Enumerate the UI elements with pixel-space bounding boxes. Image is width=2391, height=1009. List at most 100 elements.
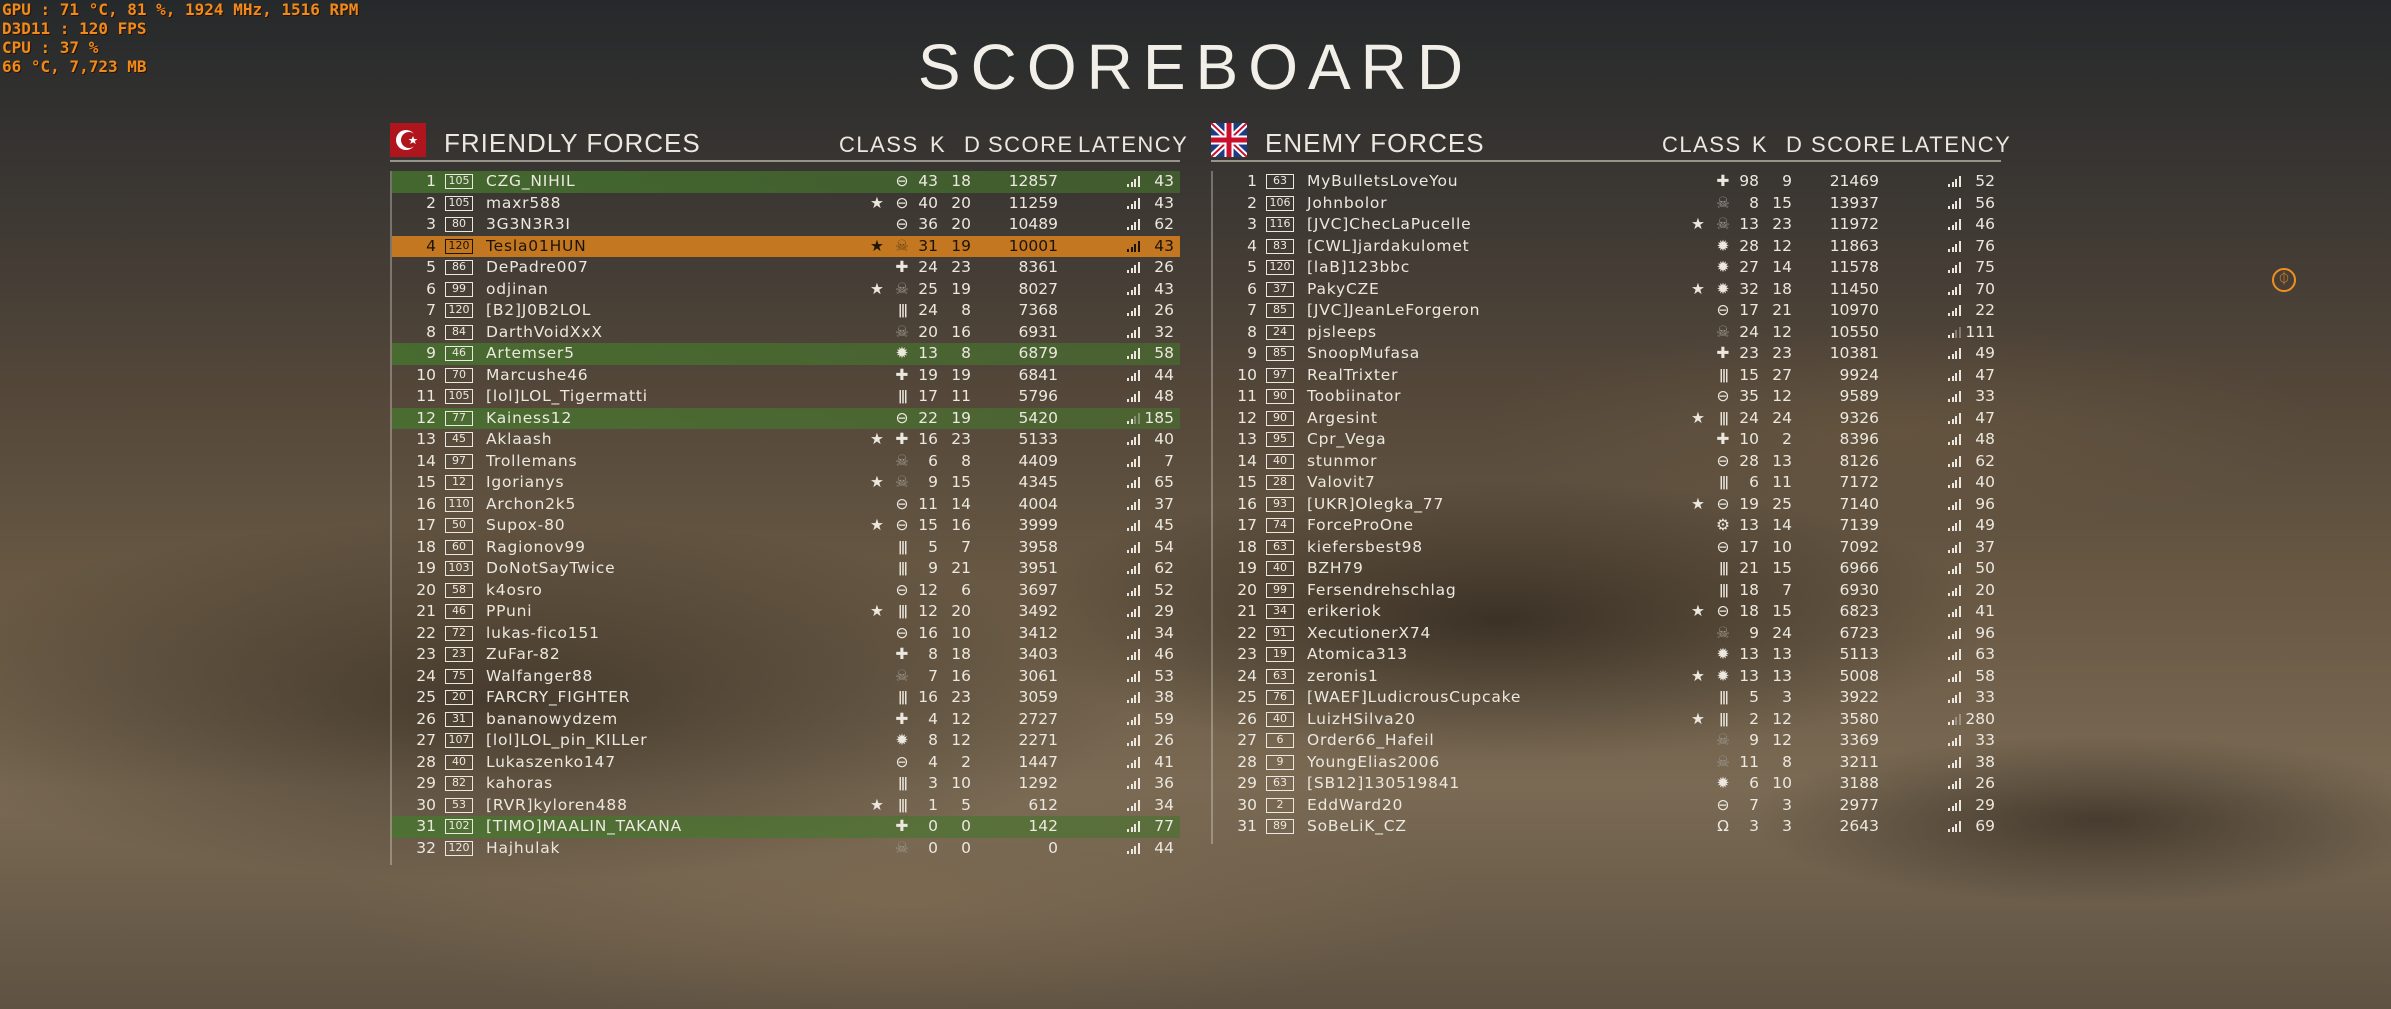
player-row[interactable]: 9 85 SnoopMufasa ✚ 23 23 10381 49 [1213, 343, 2001, 365]
player-name[interactable]: 3G3N3R3I [486, 215, 571, 233]
player-name[interactable]: PakyCZE [1307, 279, 1380, 298]
player-row[interactable]: 19 40 BZH79 ||| 21 15 6966 50 [1213, 558, 2001, 580]
column-score[interactable]: SCORE [988, 132, 1074, 157]
player-name[interactable]: DoNotSayTwice [486, 559, 616, 577]
player-name[interactable]: MyBulletsLoveYou [1307, 172, 1459, 190]
player-row[interactable]: 27 6 Order66_Hafeil ☠ 9 12 3369 33 [1213, 730, 2001, 752]
player-row[interactable]: 19 103 DoNotSayTwice ||| 9 21 3951 62 [392, 558, 1180, 580]
player-row[interactable]: 23 23 ZuFar-82 ✚ 8 18 3403 46 [392, 644, 1180, 666]
player-row[interactable]: 12 90 Argesint ★ ||| 24 24 9326 47 [1213, 408, 2001, 430]
player-row[interactable]: 10 70 Marcushe46 ✚ 19 19 6841 44 [392, 365, 1180, 387]
player-name[interactable]: [UKR]Olegka_77 [1307, 494, 1445, 513]
player-name[interactable]: BZH79 [1307, 559, 1364, 577]
player-row[interactable]: 3 116 [JVC]ChecLaPucelle ★ ☠ 13 23 11972 46 [1213, 214, 2001, 236]
player-row[interactable]: 5 86 DePadre007 ✚ 24 23 8361 26 [392, 257, 1180, 279]
column-class[interactable]: CLASS [839, 132, 919, 157]
player-name[interactable]: Archon2k5 [486, 494, 577, 513]
player-name[interactable]: SoBeLiK_CZ [1307, 817, 1407, 835]
player-row[interactable]: 28 40 Lukaszenko147 ⊖ 4 2 1447 41 [392, 752, 1180, 774]
player-name[interactable]: Marcushe46 [486, 365, 589, 384]
player-name[interactable]: odjinan [486, 279, 549, 298]
player-name[interactable]: Artemser5 [486, 344, 575, 362]
player-name[interactable]: LuizHSilva20 [1307, 709, 1416, 728]
player-name[interactable]: PPuni [486, 602, 533, 620]
player-name[interactable]: k4osro [486, 580, 543, 599]
player-name[interactable]: [CWL]jardakulomet [1307, 236, 1470, 255]
player-row[interactable]: 11 90 Toobiinator ⊖ 35 12 9589 33 [1213, 386, 2001, 408]
player-name[interactable]: [WAEF]LudicrousCupcake [1307, 688, 1522, 706]
player-row[interactable]: 3 80 3G3N3R3I ⊖ 36 20 10489 62 [392, 214, 1180, 236]
player-row[interactable]: 7 85 [JVC]JeanLeForgeron ⊖ 17 21 10970 22 [1213, 300, 2001, 322]
player-row[interactable]: 5 120 [laB]123bbc ✹ 27 14 11578 75 [1213, 257, 2001, 279]
player-row[interactable]: 28 9 YoungElias2006 ☠ 11 8 3211 38 [1213, 752, 2001, 774]
player-name[interactable]: EddWard20 [1307, 795, 1404, 814]
player-row[interactable]: 14 40 stunmor ⊖ 28 13 8126 62 [1213, 451, 2001, 473]
player-name[interactable]: kiefersbest98 [1307, 537, 1423, 556]
player-row[interactable]: 21 46 PPuni ★ ||| 12 20 3492 29 [392, 601, 1180, 623]
player-row[interactable]: 25 20 FARCRY_FIGHTER ||| 16 23 3059 38 [392, 687, 1180, 709]
player-row[interactable]: 27 107 [lol]LOL_pin_KILLer ✹ 8 12 2271 26 [392, 730, 1180, 752]
player-row[interactable]: 30 53 [RVR]kyloren488 ★ ||| 1 5 612 34 [392, 795, 1180, 817]
player-name[interactable]: Order66_Hafeil [1307, 731, 1435, 749]
player-row[interactable]: 18 63 kiefersbest98 ⊖ 17 10 7092 37 [1213, 537, 2001, 559]
player-name[interactable]: Aklaash [486, 430, 553, 448]
player-name[interactable]: erikeriok [1307, 602, 1382, 620]
player-row[interactable]: 17 74 ForceProOne ⚙ 13 14 7139 49 [1213, 515, 2001, 537]
player-name[interactable]: Atomica313 [1307, 645, 1408, 663]
column-kills[interactable]: K [1752, 132, 1769, 157]
player-row[interactable]: 29 63 [SB12]130519841 ✹ 6 10 3188 26 [1213, 773, 2001, 795]
player-name[interactable]: lukas-fico151 [486, 623, 600, 642]
player-row[interactable]: 32 120 Hajhulak ☠ 0 0 0 44 [392, 838, 1180, 860]
player-name[interactable]: [JVC]ChecLaPucelle [1307, 215, 1472, 233]
player-name[interactable]: Igorianys [486, 473, 565, 491]
player-name[interactable]: CZG_NIHIL [486, 172, 576, 190]
player-row[interactable]: 4 120 Tesla01HUN ★ ☠ 31 19 10001 43 [392, 235, 1180, 257]
player-row[interactable]: 24 75 Walfanger88 ☠ 7 16 3061 53 [392, 666, 1180, 688]
player-name[interactable]: zeronis1 [1307, 666, 1379, 685]
player-row[interactable]: 14 97 Trollemans ☠ 6 8 4409 7 [392, 451, 1180, 473]
player-name[interactable]: [lol]LOL_pin_KILLer [486, 731, 648, 749]
player-row[interactable]: 25 76 [WAEF]LudicrousCupcake ||| 5 3 3922 33 [1213, 687, 2001, 709]
player-row[interactable]: 26 40 LuizHSilva20 ★ ||| 2 12 3580 280 [1213, 709, 2001, 731]
player-name[interactable]: RealTrixter [1307, 365, 1399, 384]
player-name[interactable]: DarthVoidXxX [486, 322, 603, 341]
player-name[interactable]: [JVC]JeanLeForgeron [1307, 301, 1481, 319]
player-name[interactable]: YoungElias2006 [1307, 752, 1441, 771]
player-row[interactable]: 4 83 [CWL]jardakulomet ✹ 28 12 11863 76 [1213, 236, 2001, 258]
player-name[interactable]: ForceProOne [1307, 516, 1414, 534]
column-kills[interactable]: K [930, 132, 947, 157]
player-row[interactable]: 2 105 maxr588 ★ ⊖ 40 20 11259 43 [392, 193, 1180, 215]
player-name[interactable]: XecutionerX74 [1307, 623, 1432, 642]
player-row[interactable]: 15 12 Igorianys ★ ☠ 9 15 4345 65 [392, 472, 1180, 494]
player-row[interactable]: 22 72 lukas-fico151 ⊖ 16 10 3412 34 [392, 623, 1180, 645]
player-row[interactable]: 31 89 SoBeLiK_CZ Ω 3 3 2643 69 [1213, 816, 2001, 838]
player-row[interactable]: 13 45 Aklaash ★ ✚ 16 23 5133 40 [392, 429, 1180, 451]
player-name[interactable]: Kainess12 [486, 408, 573, 427]
player-row[interactable]: 16 110 Archon2k5 ⊖ 11 14 4004 37 [392, 494, 1180, 516]
player-row[interactable]: 24 63 zeronis1 ★ ✹ 13 13 5008 58 [1213, 666, 2001, 688]
player-row[interactable]: 20 99 Fersendrehschlag ||| 18 7 6930 20 [1213, 580, 2001, 602]
player-name[interactable]: Argesint [1307, 408, 1378, 427]
player-row[interactable]: 6 37 PakyCZE ★ ✹ 32 18 11450 70 [1213, 279, 2001, 301]
player-row[interactable]: 15 28 Valovit7 ||| 6 11 7172 40 [1213, 472, 2001, 494]
player-row[interactable]: 21 34 erikeriok ★ ⊖ 18 15 6823 41 [1213, 601, 2001, 623]
player-name[interactable]: SnoopMufasa [1307, 344, 1420, 362]
player-row[interactable]: 20 58 k4osro ⊖ 12 6 3697 52 [392, 580, 1180, 602]
player-name[interactable]: FARCRY_FIGHTER [486, 688, 631, 706]
player-name[interactable]: stunmor [1307, 451, 1378, 470]
player-name[interactable]: Johnbolor [1307, 193, 1388, 212]
player-name[interactable]: maxr588 [486, 193, 562, 212]
column-deaths[interactable]: D [964, 132, 982, 157]
player-name[interactable]: bananowydzem [486, 709, 619, 728]
player-row[interactable]: 8 84 DarthVoidXxX ☠ 20 16 6931 32 [392, 322, 1180, 344]
player-name[interactable]: Trollemans [486, 451, 578, 470]
player-row[interactable]: 6 99 odjinan ★ ☠ 25 19 8027 43 [392, 279, 1180, 301]
player-row[interactable]: 30 2 EddWard20 ⊖ 7 3 2977 29 [1213, 795, 2001, 817]
column-class[interactable]: CLASS [1662, 132, 1742, 157]
player-name[interactable]: [RVR]kyloren488 [486, 795, 628, 814]
player-row[interactable]: 1 63 MyBulletsLoveYou ✚ 98 9 21469 52 [1213, 171, 2001, 193]
player-name[interactable]: [TIMO]MAALIN_TAKANA [486, 817, 683, 835]
player-row[interactable]: 16 93 [UKR]Olegka_77 ★ ⊖ 19 25 7140 96 [1213, 494, 2001, 516]
player-row[interactable]: 31 102 [TIMO]MAALIN_TAKANA ✚ 0 0 142 77 [392, 816, 1180, 838]
player-row[interactable]: 9 46 Artemser5 ✹ 13 8 6879 58 [392, 343, 1180, 365]
